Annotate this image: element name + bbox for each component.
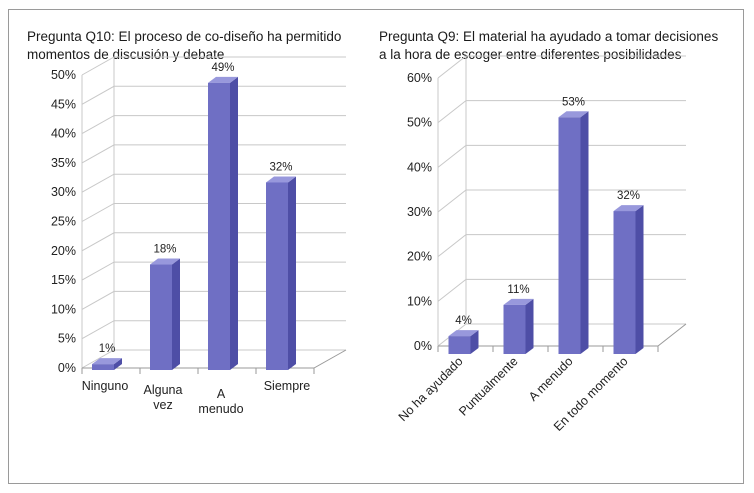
q9-data-label: 32%: [617, 190, 640, 202]
q10-y-tick-label: 45%: [51, 97, 76, 111]
q9-bar: [613, 205, 644, 354]
q9-bar-side: [635, 205, 644, 354]
chart-title-q10: Pregunta Q10: El proceso de co-diseño ha…: [27, 28, 377, 64]
q9-data-label: 4%: [455, 315, 472, 327]
chart-title-q9-line-1: Pregunta Q9: El material ha ayudado a to…: [379, 29, 719, 44]
q9-bar-top: [448, 330, 479, 337]
q10-y-tick-label: 25%: [51, 215, 76, 229]
chart-title-q10-line-2: momentos de discusión y debate: [27, 47, 225, 62]
q9-y-tick-label: 40%: [407, 160, 432, 174]
q9-bar-side: [470, 330, 479, 354]
q9-bar: [503, 298, 534, 354]
q10-bar-side: [288, 176, 296, 370]
q10-bar: [92, 358, 122, 370]
q9-bar-side: [580, 111, 589, 355]
q9-gridline: [437, 55, 686, 79]
q10-y-tick-label: 35%: [51, 156, 76, 170]
q10-bar-top: [150, 258, 180, 265]
q9-bar-top: [613, 205, 644, 212]
q10-bar: [150, 258, 180, 370]
q9-category-label: No ha ayudado: [396, 354, 466, 424]
q10-bar-front: [92, 364, 114, 370]
q10-y-tick-label: 40%: [51, 127, 76, 141]
q9-category-label: A menudo: [526, 354, 576, 404]
q9-bar-front: [503, 304, 526, 354]
q10-category-label: Ninguno: [82, 379, 129, 393]
q10-y-tick-label: 30%: [51, 185, 76, 199]
q10-y-tick-label: 15%: [51, 273, 76, 287]
q10-category-label: Siempre: [264, 379, 311, 393]
q9-data-label: 11%: [507, 284, 529, 296]
q9-category-label: Puntualmente: [456, 354, 520, 418]
q10-category-label: Alguna vez: [144, 383, 183, 412]
q10-data-label: 32%: [269, 161, 292, 173]
q9-y-tick-label: 50%: [407, 116, 432, 130]
q9-bar-top: [558, 111, 589, 118]
chart-title-q10-line-1: Pregunta Q10: El proceso de co-diseño ha…: [27, 29, 342, 44]
q10-bar-side: [172, 258, 180, 370]
q10-bar-top: [266, 176, 296, 183]
q10-bar-front: [266, 182, 288, 370]
q10-bar-side: [230, 76, 238, 371]
q10-bar-top: [92, 358, 122, 365]
q9-bar-front: [448, 336, 471, 354]
q9-bar-front: [613, 211, 636, 354]
q9-bar-side: [525, 298, 534, 354]
q10-bar: [266, 176, 296, 370]
q10-bar-front: [208, 82, 230, 371]
q9-y-tick-label: 60%: [407, 71, 432, 85]
q10-y-tick-label: 0%: [58, 361, 76, 375]
q10-bar-top: [208, 76, 238, 83]
q10-data-label: 1%: [99, 343, 116, 355]
q9-bar: [558, 111, 589, 355]
q9-y-tick-label: 30%: [407, 205, 432, 219]
q10-data-label: 49%: [211, 62, 234, 74]
q10-bar-front: [150, 264, 172, 370]
q10-y-tick-label: 50%: [51, 68, 76, 82]
q9-bar: [448, 330, 479, 354]
q9-grid: [437, 55, 687, 352]
q9-y-tick-label: 0%: [414, 339, 432, 353]
chart-title-q9: Pregunta Q9: El material ha ayudado a to…: [379, 28, 739, 64]
q10-bar: [208, 76, 238, 371]
chart-title-q9-line-2: a la hora de escoger entre diferentes po…: [379, 47, 682, 62]
q10-bar-side: [114, 358, 122, 370]
q10-y-tick-label: 20%: [51, 244, 76, 258]
q10-data-label: 18%: [153, 244, 176, 256]
q9-bar-top: [503, 298, 534, 305]
q9-data-label: 53%: [562, 96, 585, 108]
q9-y-tick-label: 10%: [407, 294, 432, 308]
q10-y-tick-label: 10%: [51, 302, 76, 316]
q10-y-tick-label: 5%: [58, 332, 76, 346]
q9-y-tick-label: 20%: [407, 250, 432, 264]
q9-bar-front: [558, 117, 581, 355]
